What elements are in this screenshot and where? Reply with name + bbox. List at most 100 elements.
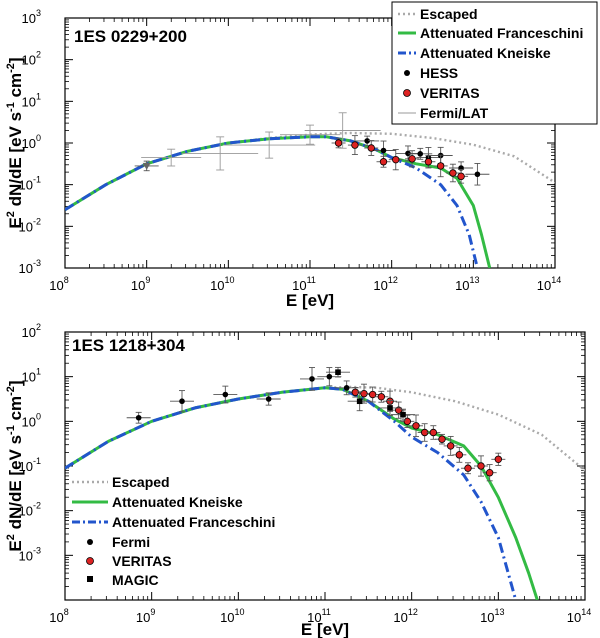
point-veritas — [364, 140, 379, 156]
legend-label: Attenuated Franceschini — [420, 25, 583, 41]
point-fermi — [126, 411, 151, 424]
point-fermi-lat — [280, 124, 340, 145]
point-veritas — [454, 169, 469, 184]
point-veritas — [388, 149, 403, 171]
y-tick-label: 10-2 — [19, 501, 41, 519]
point-veritas — [482, 464, 497, 482]
legend-marker-magic — [87, 576, 93, 582]
legend-item-fermi: Fermi — [87, 534, 150, 550]
point-magic — [378, 400, 402, 416]
x-tick-label: 1014 — [537, 275, 561, 293]
point-fermi — [256, 392, 281, 406]
axis-ticks — [64, 331, 586, 601]
point-veritas — [409, 414, 423, 438]
panel-1es1218: 10-3 10-2 10-1 100 101 102 108 109 1010 1011 1012… — [5, 322, 591, 638]
point-veritas — [433, 154, 448, 178]
x-tick-labels: 108 109 1010 1011 1012 1013 1014 — [49, 275, 561, 293]
legend-marker-fermi — [87, 539, 93, 545]
x-tick-label: 108 — [49, 275, 68, 293]
y-tick-label: 101 — [22, 91, 41, 109]
panel-title: 1ES 0229+200 — [74, 27, 187, 46]
point-veritas — [374, 390, 389, 403]
data-points — [134, 112, 490, 186]
x-tick-label: 1012 — [373, 275, 397, 293]
legend-item-kneiske: Attenuated Kneiske — [72, 494, 243, 510]
y-tick-label: 10-1 — [19, 456, 41, 474]
y-tick-label: 10-1 — [19, 175, 41, 193]
point-veritas — [376, 155, 391, 168]
y-tick-labels: 10-3 10-2 10-1 100 101 102 — [19, 322, 41, 563]
point-fermi-lat — [141, 148, 202, 167]
legend-item-escaped: Escaped — [398, 6, 478, 22]
point-magic — [347, 391, 372, 412]
point-veritas — [491, 452, 506, 466]
x-tick-label: 1010 — [210, 275, 234, 293]
legend-item-veritas: VERITAS — [86, 553, 172, 569]
x-tick-label: 109 — [136, 607, 155, 625]
legend-marker-veritas — [86, 557, 94, 565]
legend-box — [391, 1, 598, 125]
legend: Escaped Attenuated Kneiske Attenuated Fr… — [72, 474, 275, 588]
point-fermi — [170, 390, 194, 413]
legend-item-escaped: Escaped — [72, 474, 170, 490]
legend-item-franceschini: Attenuated Franceschini — [398, 25, 583, 41]
y-tick-label: 101 — [22, 367, 41, 385]
point-magic — [326, 366, 350, 378]
x-tick-label: 108 — [49, 607, 68, 625]
panel-title: 1ES 1218+304 — [72, 336, 186, 355]
legend-label: Attenuated Kneiske — [112, 494, 243, 510]
y-tick-label: 10-3 — [19, 258, 41, 276]
point-veritas — [445, 163, 460, 183]
curve-attenuated-kneiske — [65, 386, 539, 600]
x-tick-label: 1010 — [220, 607, 244, 625]
point-magic — [391, 408, 415, 421]
data-points — [126, 366, 506, 482]
x-axis-title: E [eV] — [286, 291, 334, 310]
legend-label: Attenuated Franceschini — [112, 514, 275, 530]
legend: Escaped Attenuated Franceschini Attenuat… — [391, 1, 598, 125]
point-fermi — [213, 385, 238, 404]
legend-item-kneiske: Attenuated Kneiske — [398, 45, 551, 61]
point-fermi-lat — [304, 112, 381, 149]
point-veritas — [417, 423, 432, 442]
point-fermi — [300, 367, 324, 391]
point-veritas — [452, 446, 467, 463]
x-tick-label: 1013 — [455, 275, 479, 293]
point-veritas — [435, 433, 449, 445]
point-hess — [355, 135, 380, 147]
point-veritas — [405, 150, 420, 168]
point-fermi-lat — [223, 131, 316, 159]
legend-item-fermi-lat: Fermi/LAT — [398, 105, 489, 121]
legend-label: Fermi — [112, 534, 150, 550]
point-fermi-lat — [182, 136, 259, 171]
y-tick-label: 10-2 — [19, 216, 41, 234]
legend-item-magic: MAGIC — [87, 572, 159, 588]
point-hess — [465, 162, 490, 186]
point-veritas — [421, 155, 436, 169]
point-veritas — [474, 455, 488, 477]
point-veritas — [426, 425, 441, 440]
y-tick-label: 100 — [22, 411, 41, 429]
legend-label: MAGIC — [112, 572, 159, 588]
y-tick-labels: 10-3 10-2 10-1 100 101 102 103 — [19, 8, 41, 276]
x-tick-label: 1012 — [393, 607, 417, 625]
point-veritas — [391, 401, 406, 419]
y-tick-label: 103 — [22, 8, 41, 26]
point-veritas — [331, 137, 346, 149]
point-veritas — [443, 435, 458, 456]
legend-item-franceschini: Attenuated Franceschini — [72, 514, 275, 530]
x-tick-label: 1011 — [307, 607, 331, 625]
y-tick-label: 100 — [22, 133, 41, 151]
y-tick-label: 102 — [22, 322, 41, 340]
x-tick-label: 1014 — [567, 607, 591, 625]
legend-marker-hess — [404, 70, 410, 76]
y-axis-title: E2 dN/dE [eV s-1 cm-2] — [5, 57, 25, 228]
legend-item-hess: HESS — [404, 65, 458, 81]
y-axis-title: E2 dN/dE [eV s-1 cm-2] — [5, 380, 25, 551]
legend-item-veritas: VERITAS — [403, 85, 480, 101]
point-veritas — [365, 386, 380, 403]
point-upper-limit — [134, 160, 159, 172]
legend-marker-veritas — [403, 89, 411, 97]
